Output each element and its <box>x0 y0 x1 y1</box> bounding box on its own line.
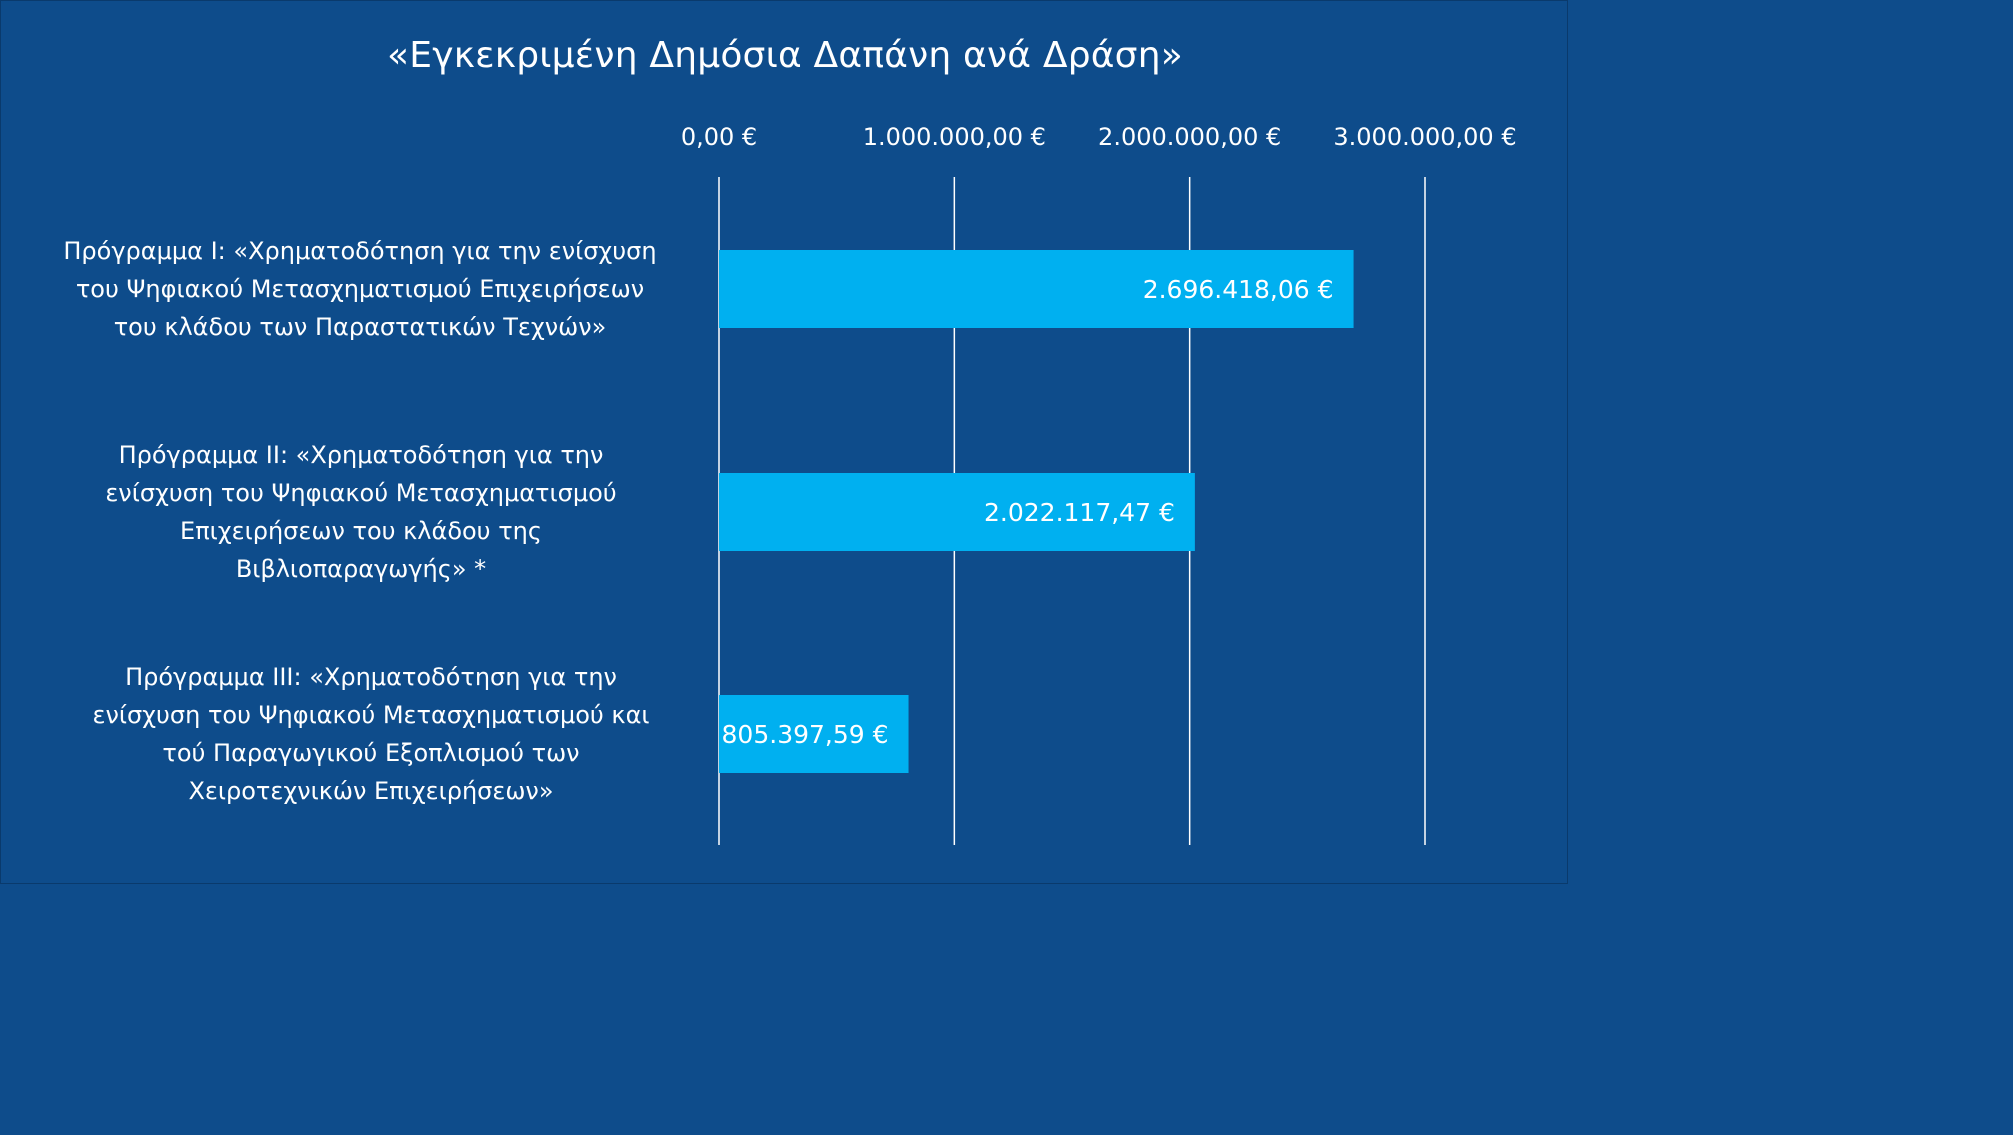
x-tick-label: 3.000.000,00 € <box>1333 123 1516 151</box>
chart-title: «Εγκεκριμένη Δημόσια Δαπάνη ανά Δράση» <box>387 35 1183 76</box>
chart-plot: 0,00 € 1.000.000,00 € 2.000.000,00 € 3.000.… <box>681 123 1517 845</box>
category-label-3: Πρόγραμμα ΙΙΙ: «Χρηματοδότηση για την εν… <box>92 663 650 805</box>
category-label-1: Πρόγραμμα Ι: «Χρηματοδότηση για την ενίσ… <box>63 237 657 341</box>
x-tick-label: 1.000.000,00 € <box>863 123 1046 151</box>
bar <box>719 250 1354 328</box>
category-label-2: Πρόγραμμα ΙΙ: «Χρηματοδότηση για την ενί… <box>105 441 617 583</box>
bar <box>719 695 909 773</box>
bar-value-label: 2.022.117,47 € <box>984 498 1175 527</box>
chart-canvas: «Εγκεκριμένη Δημόσια Δαπάνη ανά Δράση» Π… <box>0 0 1568 884</box>
x-tick-label: 0,00 € <box>681 123 757 151</box>
bar <box>719 473 1195 551</box>
bar-value-label: 805.397,59 € <box>722 720 889 749</box>
bar-value-label: 2.696.418,06 € <box>1143 275 1334 304</box>
x-tick-label: 2.000.000,00 € <box>1098 123 1281 151</box>
